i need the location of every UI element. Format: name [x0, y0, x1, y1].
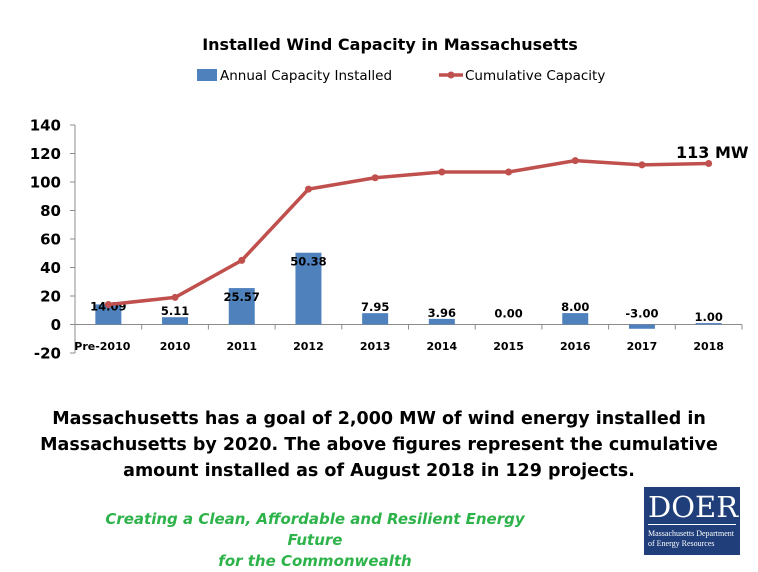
bar-label-2015: 0.00	[494, 307, 522, 321]
annotation-113-mw: 113 MW	[676, 143, 749, 162]
x-tick-label: 2011	[226, 340, 257, 353]
bar-label-2014: 3.96	[428, 306, 456, 320]
x-tick-label: Pre-2010	[74, 340, 130, 353]
bar-2010	[162, 317, 188, 324]
line-point-2012	[305, 186, 312, 193]
x-tick-label: 2018	[693, 340, 724, 353]
line-point-pre-2010	[105, 301, 112, 308]
line-point-2013	[372, 174, 379, 181]
legend: Annual Capacity Installed Cumulative Cap…	[197, 68, 605, 84]
y-tick-label: 80	[40, 202, 61, 220]
y-tick-label: 120	[30, 145, 61, 163]
x-tick-label: 2017	[627, 340, 658, 353]
bar-label-2017: -3.00	[625, 307, 658, 321]
y-tick-label: -20	[34, 345, 61, 363]
logo-mark: DOER	[648, 490, 736, 525]
line-point-2016	[572, 157, 579, 164]
bar-label-2016: 8.00	[561, 300, 589, 314]
chart: Installed Wind Capacity in Massachusetts…	[0, 0, 758, 400]
bar-2017	[629, 325, 655, 329]
x-tick-label: 2013	[360, 340, 391, 353]
legend-line-marker	[448, 72, 455, 79]
y-tick-label: 0	[51, 316, 61, 334]
legend-line-label: Cumulative Capacity	[465, 68, 605, 84]
tagline-line-2: for the Commonwealth	[90, 551, 540, 572]
x-tick-label: 2015	[493, 340, 524, 353]
cumulative-line	[108, 161, 708, 305]
bar-label-2010: 5.11	[161, 304, 189, 318]
bar-data-labels: 14.095.1125.5750.387.953.960.008.00-3.00…	[90, 255, 723, 324]
chart-title: Installed Wind Capacity in Massachusetts	[202, 35, 578, 54]
y-tick-label: 100	[30, 174, 61, 192]
x-tick-label: 2012	[293, 340, 324, 353]
caption: Massachusetts has a goal of 2,000 MW of …	[20, 406, 738, 484]
logo-caption-line-2: of Energy Resources	[648, 539, 736, 549]
bar-label-2012: 50.38	[290, 255, 326, 269]
y-tick-label: 60	[40, 231, 61, 249]
y-tick-label: 140	[30, 117, 61, 135]
legend-bar-label: Annual Capacity Installed	[220, 68, 392, 84]
x-tick-label: 2010	[160, 340, 191, 353]
line-point-2010	[172, 294, 179, 301]
logo-caption-line-1: Massachusetts Department	[648, 529, 736, 539]
bar-2013	[362, 313, 388, 324]
legend-bar-swatch	[197, 69, 217, 81]
x-tick-label: 2014	[427, 340, 458, 353]
x-tick-labels: Pre-2010 2010 2011 2012 2013 2014 2015 2016 2017…	[74, 340, 724, 353]
y-tick-label: 20	[40, 288, 61, 306]
bar-label-2013: 7.95	[361, 300, 389, 314]
logo-caption: Massachusetts Department of Energy Resou…	[648, 529, 736, 549]
bar-label-2011: 25.57	[224, 290, 260, 304]
bar-label-2018: 1.00	[694, 310, 722, 324]
doer-logo: DOER Massachusetts Department of Energy …	[644, 487, 740, 555]
cumulative-line-series	[105, 157, 712, 308]
bar-2016	[562, 313, 588, 324]
tagline: Creating a Clean, Affordable and Resilie…	[90, 509, 540, 572]
y-tick-label: 40	[40, 259, 61, 277]
line-point-2011	[238, 257, 245, 264]
tagline-line-1: Creating a Clean, Affordable and Resilie…	[90, 509, 540, 551]
x-tick-label: 2016	[560, 340, 591, 353]
line-point-2014	[438, 169, 445, 176]
line-point-2017	[638, 161, 645, 168]
line-point-2015	[505, 169, 512, 176]
